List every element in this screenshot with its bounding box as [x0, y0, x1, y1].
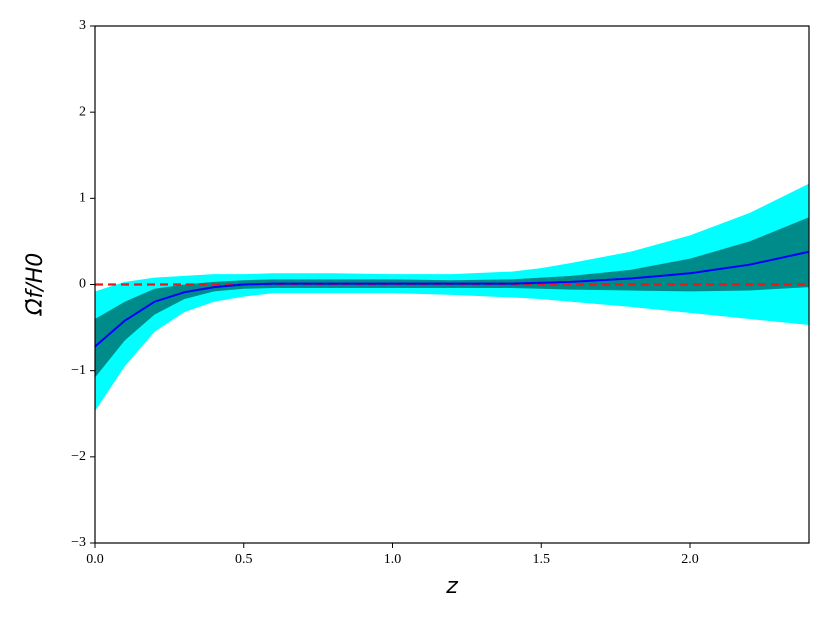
y-tick-label: 3: [79, 18, 86, 33]
y-tick-label: −1: [71, 363, 86, 378]
y-tick-label: −2: [71, 449, 86, 464]
y-tick-label: 0: [79, 277, 86, 292]
x-tick-label: 1.5: [533, 552, 551, 567]
x-tick-label: 2.0: [681, 552, 699, 567]
x-tick-label: 0.5: [235, 552, 253, 567]
confidence-band: [95, 183, 809, 412]
x-tick-label: 1.0: [384, 552, 402, 567]
y-tick-label: 1: [79, 191, 86, 206]
x-axis-label: z: [445, 574, 458, 599]
y-tick-label: −3: [71, 535, 86, 550]
y-axis-label: Ω̇f/H0: [23, 253, 48, 317]
y-tick-label: 2: [79, 104, 86, 119]
mean-line: [94, 250, 810, 348]
x-tick-label: 0.0: [86, 552, 104, 567]
